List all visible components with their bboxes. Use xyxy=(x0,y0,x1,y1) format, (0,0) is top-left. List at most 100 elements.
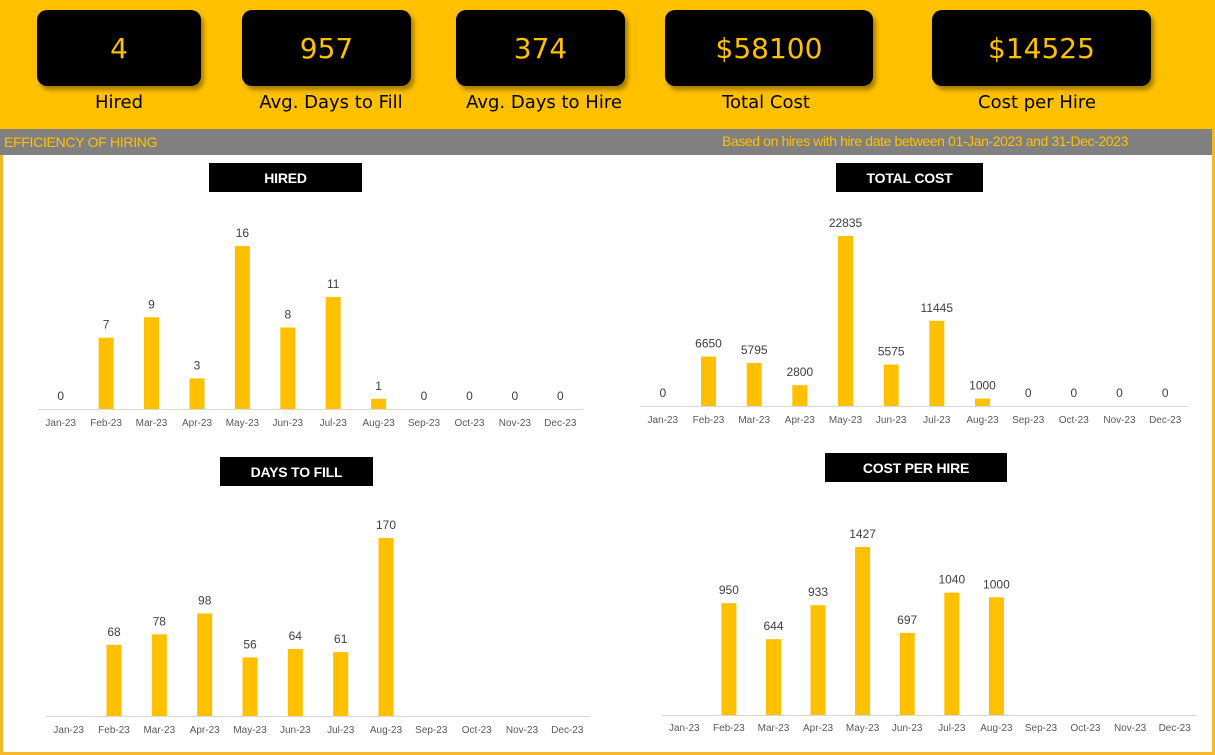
kpi-days-to-hire-value: 374 xyxy=(513,31,568,65)
data-label-may-23: 16 xyxy=(236,226,250,240)
data-label-aug-23: 170 xyxy=(376,518,396,532)
bar-aug-23 xyxy=(371,398,387,409)
bar-jun-23 xyxy=(883,364,899,406)
kpi-hired-value: 4 xyxy=(110,31,128,65)
bar-mar-23 xyxy=(144,317,159,409)
tick-label-may-23: May-23 xyxy=(226,418,260,429)
bar-jul-23 xyxy=(944,592,960,715)
data-label-feb-23: 6650 xyxy=(695,337,722,351)
data-label-mar-23: 78 xyxy=(153,614,167,628)
data-label-nov-23: 0 xyxy=(512,389,519,403)
tick-label-jun-23: Jun-23 xyxy=(876,415,907,426)
bar-feb-23 xyxy=(721,603,737,715)
tick-label-may-23: May-23 xyxy=(233,725,267,736)
tick-label-dec-23: Dec-23 xyxy=(1159,723,1192,734)
data-label-jun-23: 697 xyxy=(897,613,917,627)
tick-label-dec-23: Dec-23 xyxy=(551,725,584,736)
tick-label-feb-23: Feb-23 xyxy=(713,723,745,734)
chart-cost-per-hire: Jan-23 950 Feb-23 644 Mar-23 933 Apr-23 1427 May… xyxy=(662,527,1197,734)
bar-may-23 xyxy=(242,657,258,716)
data-label-jun-23: 8 xyxy=(284,308,291,322)
tick-label-aug-23: Aug-23 xyxy=(362,418,395,429)
data-label-oct-23: 0 xyxy=(466,389,473,403)
tick-label-sep-23: Sep-23 xyxy=(1025,723,1058,734)
bar-jun-23 xyxy=(280,327,296,409)
section-header-bar xyxy=(0,129,1212,155)
kpi-total-cost-value: $58100 xyxy=(715,31,823,65)
kpi-hired-card: 4 xyxy=(37,10,201,86)
tick-label-aug-23: Aug-23 xyxy=(370,725,403,736)
data-label-jul-23: 61 xyxy=(334,632,348,646)
tick-label-mar-23: Mar-23 xyxy=(738,415,770,426)
tick-label-dec-23: Dec-23 xyxy=(1149,415,1182,426)
kpi-days-to-fill-label: Avg. Days to Fill xyxy=(259,92,403,113)
kpi-total-cost-label: Total Cost xyxy=(722,92,810,113)
tick-label-feb-23: Feb-23 xyxy=(90,418,122,429)
data-label-feb-23: 7 xyxy=(103,318,110,332)
bar-apr-23 xyxy=(792,385,808,406)
tick-label-feb-23: Feb-23 xyxy=(98,725,130,736)
tick-label-aug-23: Aug-23 xyxy=(980,723,1013,734)
tick-label-apr-23: Apr-23 xyxy=(803,723,833,734)
data-label-nov-23: 0 xyxy=(1116,386,1123,400)
bar-may-23 xyxy=(838,236,853,406)
kpi-days-to-hire-card: 374 xyxy=(456,10,625,86)
data-label-mar-23: 5795 xyxy=(741,343,768,357)
chart-total-cost: 0 Jan-23 6650 Feb-23 5795 Mar-23 2800 Apr-23 228… xyxy=(640,216,1188,426)
tick-label-may-23: May-23 xyxy=(829,415,863,426)
data-label-apr-23: 98 xyxy=(198,593,212,607)
data-label-feb-23: 68 xyxy=(107,625,121,639)
bar-aug-23 xyxy=(378,538,394,716)
tick-label-mar-23: Mar-23 xyxy=(143,725,175,736)
kpi-cost-per-hire-card: $14525 xyxy=(932,10,1151,86)
bar-may-23 xyxy=(234,246,250,409)
bar-jul-23 xyxy=(929,320,945,406)
tick-label-jan-23: Jan-23 xyxy=(53,725,84,736)
tick-label-mar-23: Mar-23 xyxy=(136,418,168,429)
tick-label-jul-23: Jul-23 xyxy=(923,415,951,426)
data-label-dec-23: 0 xyxy=(557,389,564,403)
tick-label-jul-23: Jul-23 xyxy=(327,725,355,736)
tick-label-nov-23: Nov-23 xyxy=(1103,415,1136,426)
tick-label-oct-23: Oct-23 xyxy=(1070,723,1100,734)
chart-days-to-fill: Jan-23 68 Feb-23 78 Mar-23 98 Apr-23 56 May-23 64… xyxy=(46,518,590,736)
bar-jun-23 xyxy=(287,649,303,716)
chart-hired: 0 Jan-23 7 Feb-23 9 Mar-23 3 Apr-23 16 May-23 8 Jun… xyxy=(38,226,583,429)
data-label-mar-23: 9 xyxy=(148,297,155,311)
kpi-hired-label: Hired xyxy=(94,92,144,113)
data-label-feb-23: 950 xyxy=(719,583,739,597)
data-label-dec-23: 0 xyxy=(1162,386,1169,400)
data-label-aug-23: 1 xyxy=(375,379,382,393)
data-label-jan-23: 0 xyxy=(659,386,666,400)
tick-label-sep-23: Sep-23 xyxy=(415,725,448,736)
data-label-may-23: 56 xyxy=(243,637,257,651)
tick-label-apr-23: Apr-23 xyxy=(785,415,815,426)
data-label-jun-23: 5575 xyxy=(878,345,905,359)
bar-jul-23 xyxy=(333,652,349,716)
tick-label-nov-23: Nov-23 xyxy=(1114,723,1147,734)
data-label-jan-23: 0 xyxy=(57,389,64,403)
tick-label-aug-23: Aug-23 xyxy=(966,415,999,426)
tick-label-jun-23: Jun-23 xyxy=(280,725,311,736)
data-label-jul-23: 1040 xyxy=(938,573,965,587)
kpi-total-cost-card: $58100 xyxy=(665,10,873,86)
kpi-days-to-fill-value: 957 xyxy=(299,31,354,65)
chart-title-total-cost: TOTAL COST xyxy=(836,163,983,192)
tick-label-nov-23: Nov-23 xyxy=(499,418,532,429)
bar-feb-23 xyxy=(106,644,122,716)
kpi-days-to-hire-label: Avg. Days to Hire xyxy=(466,92,622,113)
tick-label-apr-23: Apr-23 xyxy=(182,418,212,429)
data-label-sep-23: 0 xyxy=(421,389,428,403)
data-label-jul-23: 11 xyxy=(327,277,340,291)
bar-feb-23 xyxy=(98,337,114,409)
bar-mar-23 xyxy=(746,362,762,406)
tick-label-jul-23: Jul-23 xyxy=(938,723,966,734)
tick-label-nov-23: Nov-23 xyxy=(506,725,539,736)
bar-apr-23 xyxy=(810,605,826,715)
data-label-sep-23: 0 xyxy=(1025,386,1032,400)
tick-label-jan-23: Jan-23 xyxy=(669,723,700,734)
tick-label-oct-23: Oct-23 xyxy=(462,725,492,736)
data-label-apr-23: 933 xyxy=(808,585,828,599)
bar-feb-23 xyxy=(701,356,716,406)
